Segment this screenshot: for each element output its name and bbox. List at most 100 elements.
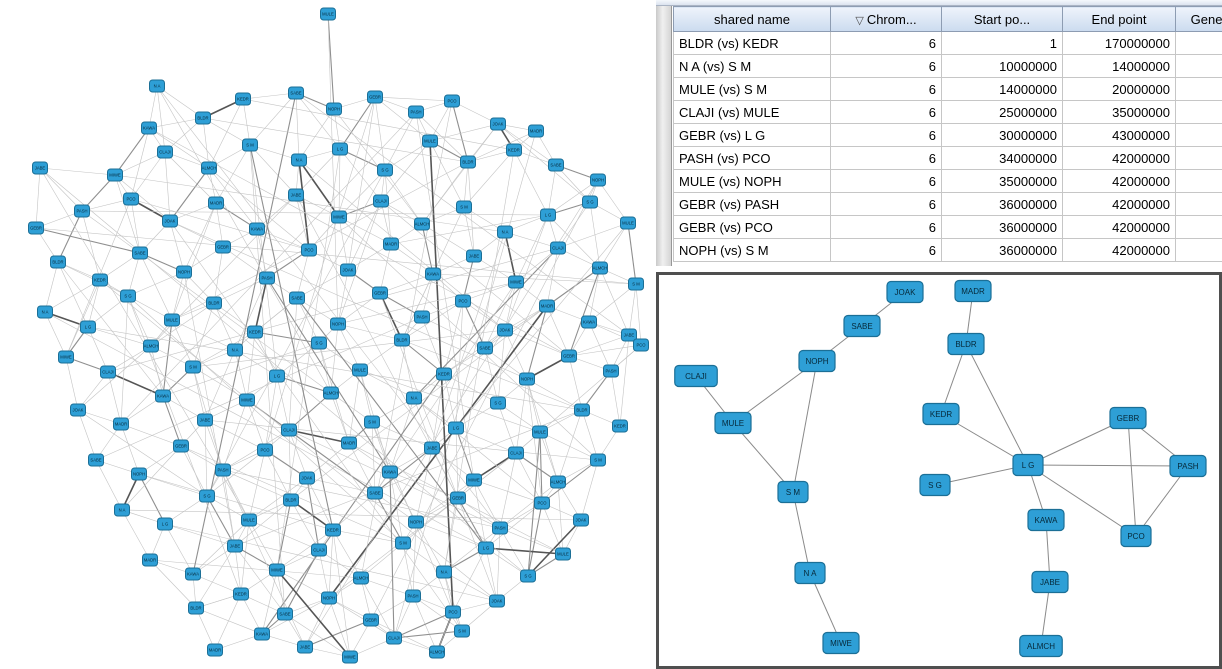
network-node-shape[interactable]	[798, 349, 836, 373]
network-node[interactable]: S M	[242, 138, 258, 152]
cell-end-point[interactable]: 20000000	[1062, 77, 1176, 101]
network-node-shape[interactable]	[372, 286, 388, 300]
cell-start-position[interactable]: 10000000	[941, 54, 1063, 78]
network-node-shape[interactable]	[478, 541, 494, 555]
network-node[interactable]: JABE	[197, 413, 213, 427]
network-node-shape[interactable]	[249, 222, 265, 236]
network-node[interactable]: BLDR	[195, 111, 211, 125]
network-node-shape[interactable]	[436, 565, 452, 579]
network-node[interactable]: BLDR	[283, 493, 299, 507]
network-node[interactable]: JABE	[227, 539, 243, 553]
table-row[interactable]: MULE (vs) NOPH6350000004200000010.5	[673, 169, 1222, 193]
table-row[interactable]: MULE (vs) S M614000000200000007.5	[673, 77, 1222, 101]
network-node-shape[interactable]	[123, 192, 139, 206]
network-node-shape[interactable]	[539, 299, 555, 313]
network-node-shape[interactable]	[141, 121, 157, 135]
network-edge[interactable]	[1135, 465, 1189, 537]
network-node[interactable]: MULE	[352, 363, 368, 377]
network-node-shape[interactable]	[490, 117, 506, 131]
network-node-shape[interactable]	[185, 567, 201, 581]
network-node[interactable]: S G	[311, 336, 327, 350]
network-node-shape[interactable]	[425, 267, 441, 281]
cell-shared-name[interactable]: CLAJI (vs) MULE	[673, 100, 831, 124]
network-node[interactable]: PCO	[445, 605, 461, 619]
network-node[interactable]: PASH	[259, 271, 275, 285]
network-node[interactable]: MIWE	[822, 631, 860, 655]
network-node-shape[interactable]	[247, 325, 263, 339]
network-node-shape[interactable]	[573, 513, 589, 527]
network-node[interactable]: GEBR	[363, 613, 379, 627]
network-node[interactable]: PASH	[215, 463, 231, 477]
cell-genetic-distance[interactable]: 192.0	[1175, 31, 1222, 55]
network-node[interactable]: PASH	[492, 521, 508, 535]
network-node-shape[interactable]	[320, 7, 336, 21]
network-node[interactable]: S M	[590, 453, 606, 467]
network-node-shape[interactable]	[550, 475, 566, 489]
network-node[interactable]: SABE	[289, 291, 305, 305]
network-node[interactable]: CLAJI	[100, 365, 116, 379]
network-node[interactable]: NOPH	[408, 515, 424, 529]
network-node-shape[interactable]	[843, 314, 881, 338]
network-node-shape[interactable]	[352, 363, 368, 377]
network-node-shape[interactable]	[132, 246, 148, 260]
network-node[interactable]: JABE	[424, 441, 440, 455]
network-node[interactable]: N A	[436, 565, 452, 579]
network-node[interactable]: L G	[269, 369, 285, 383]
network-node[interactable]: S M	[364, 415, 380, 429]
network-node[interactable]: SABE	[477, 341, 493, 355]
network-node-shape[interactable]	[520, 569, 536, 583]
column-header-start-position[interactable]: Start po...	[941, 6, 1063, 32]
network-node[interactable]: N A	[291, 153, 307, 167]
network-node-shape[interactable]	[227, 343, 243, 357]
network-node-shape[interactable]	[561, 349, 577, 363]
network-view-secondary[interactable]: JOAK SABE NOPH CLAJI MULE S M N A MIWE MADR BLDR K…	[656, 272, 1222, 669]
network-node-shape[interactable]	[80, 320, 96, 334]
cell-start-position[interactable]: 34000000	[941, 146, 1063, 170]
network-edge[interactable]	[732, 422, 794, 493]
network-node-shape[interactable]	[364, 415, 380, 429]
network-node-shape[interactable]	[269, 563, 285, 577]
network-node-shape[interactable]	[37, 305, 53, 319]
cell-shared-name[interactable]: GEBR (vs) PASH	[673, 192, 831, 216]
network-node[interactable]: MADR	[142, 553, 158, 567]
network-node[interactable]: JOAK	[70, 403, 86, 417]
cell-start-position[interactable]: 25000000	[941, 100, 1063, 124]
network-node-shape[interactable]	[382, 465, 398, 479]
network-node-shape[interactable]	[414, 310, 430, 324]
network-node[interactable]: GEBR	[1109, 406, 1147, 430]
network-node-shape[interactable]	[406, 391, 422, 405]
network-node[interactable]: MIWE	[508, 275, 524, 289]
network-node-shape[interactable]	[363, 613, 379, 627]
network-node[interactable]: JABE	[466, 249, 482, 263]
network-node-shape[interactable]	[235, 92, 251, 106]
network-node-shape[interactable]	[581, 315, 597, 329]
network-node[interactable]: BLDR	[50, 255, 66, 269]
cell-shared-name[interactable]: MULE (vs) NOPH	[673, 169, 831, 193]
network-node-shape[interactable]	[886, 280, 924, 304]
network-node-shape[interactable]	[311, 543, 327, 557]
network-node-shape[interactable]	[1169, 454, 1207, 478]
network-node-shape[interactable]	[1012, 453, 1044, 477]
network-node-shape[interactable]	[188, 601, 204, 615]
network-node[interactable]: PASH	[408, 105, 424, 119]
network-node-shape[interactable]	[429, 645, 445, 659]
network-node-shape[interactable]	[450, 491, 466, 505]
network-node-shape[interactable]	[149, 79, 165, 93]
cell-shared-name[interactable]: N A (vs) S M	[673, 54, 831, 78]
network-node-shape[interactable]	[448, 421, 464, 435]
network-node-shape[interactable]	[281, 423, 297, 437]
network-node[interactable]: MADR	[341, 436, 357, 450]
network-node-shape[interactable]	[408, 105, 424, 119]
cell-start-position[interactable]: 36000000	[941, 192, 1063, 216]
network-node[interactable]: S M	[456, 200, 472, 214]
column-header-chromosome[interactable]: ▽ Chrom...	[830, 6, 942, 32]
network-node[interactable]: PASH	[74, 204, 90, 218]
cell-end-point[interactable]: 43000000	[1062, 123, 1176, 147]
cell-chromosome[interactable]: 6	[830, 54, 942, 78]
network-node-shape[interactable]	[297, 640, 313, 654]
network-node-shape[interactable]	[199, 489, 215, 503]
network-node-shape[interactable]	[185, 360, 201, 374]
network-node[interactable]: ALMCH	[201, 161, 217, 175]
network-node[interactable]: CLAJI	[373, 194, 389, 208]
large-network-canvas[interactable]: MULE BLDR KEDR SABE NOPH GEBR PASH PCO JOAK MADR K…	[0, 0, 656, 669]
